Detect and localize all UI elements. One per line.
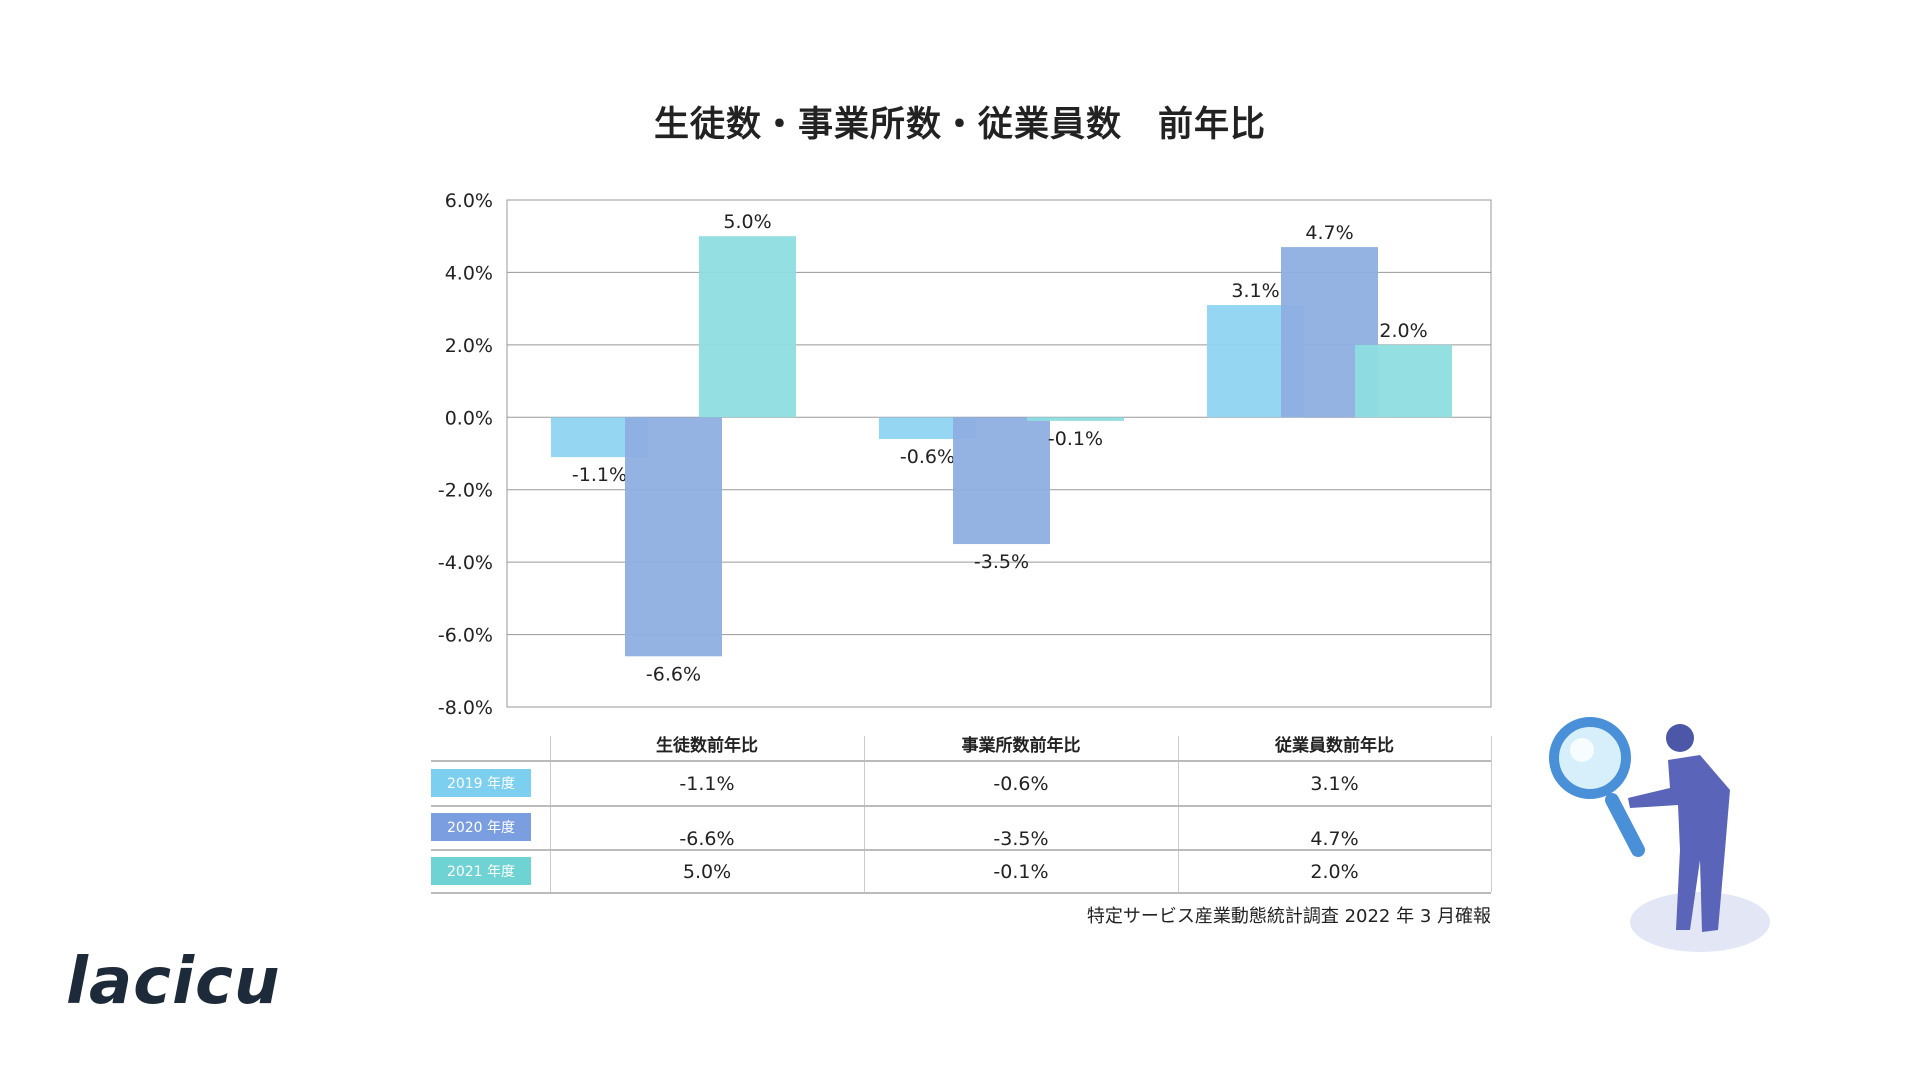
source-note: 特定サービス産業動態統計調査 2022 年 3 月確報 (1086, 906, 1491, 927)
y-tick-label: 6.0% (445, 190, 493, 212)
lacicu-logo: lacicu (66, 945, 281, 1019)
data-label: -0.6% (900, 446, 955, 468)
table-cell: 2.0% (1310, 860, 1359, 883)
table-cell: 5.0% (682, 860, 732, 883)
y-tick-label: 4.0% (445, 262, 493, 284)
y-tick-label: 0.0% (445, 407, 493, 429)
y-tick-label: -8.0% (438, 697, 493, 719)
row-label-2021: 2021 年度 (431, 857, 531, 885)
data-label: -3.5% (974, 551, 1029, 573)
table-cell: -0.1% (993, 860, 1049, 883)
bar (699, 236, 796, 418)
table-header: 生徒数前年比 (656, 735, 758, 756)
table-cell: -1.1% (679, 772, 735, 795)
data-label: 2.0% (1379, 320, 1427, 342)
table-cell: -3.5% (993, 827, 1049, 850)
y-tick-label: -4.0% (438, 552, 493, 574)
data-label: 3.1% (1231, 280, 1279, 302)
plot-border (506, 199, 1492, 708)
bar (879, 417, 976, 440)
person-with-magnifier-illustration (1549, 717, 1770, 952)
bar (1355, 344, 1452, 418)
table-cell: 4.7% (1310, 827, 1359, 850)
y-tick-label: 2.0% (445, 335, 493, 357)
logo-text: lacicu (66, 945, 281, 1019)
table-cell: -0.6% (993, 772, 1049, 795)
data-label: -1.1% (572, 464, 627, 486)
y-tick-label: -2.0% (438, 480, 493, 502)
chart-title: 生徒数・事業所数・従業員数 前年比 (653, 105, 1266, 145)
data-label: 4.7% (1305, 222, 1353, 244)
bar (953, 417, 1050, 545)
table-header: 事業所数前年比 (961, 735, 1081, 756)
y-tick-label: -6.0% (438, 625, 493, 647)
table-cell: -6.6% (679, 827, 735, 850)
data-label: -0.1% (1048, 428, 1103, 450)
row-label-2019: 2019 年度 (431, 769, 531, 797)
row-label-2020: 2020 年度 (431, 813, 531, 841)
bar (625, 417, 722, 657)
data-label: 5.0% (723, 211, 771, 233)
data-label: -6.6% (646, 663, 701, 685)
bar (1027, 417, 1124, 421)
table-header: 従業員数前年比 (1275, 735, 1394, 756)
table-cell: 3.1% (1310, 772, 1359, 795)
